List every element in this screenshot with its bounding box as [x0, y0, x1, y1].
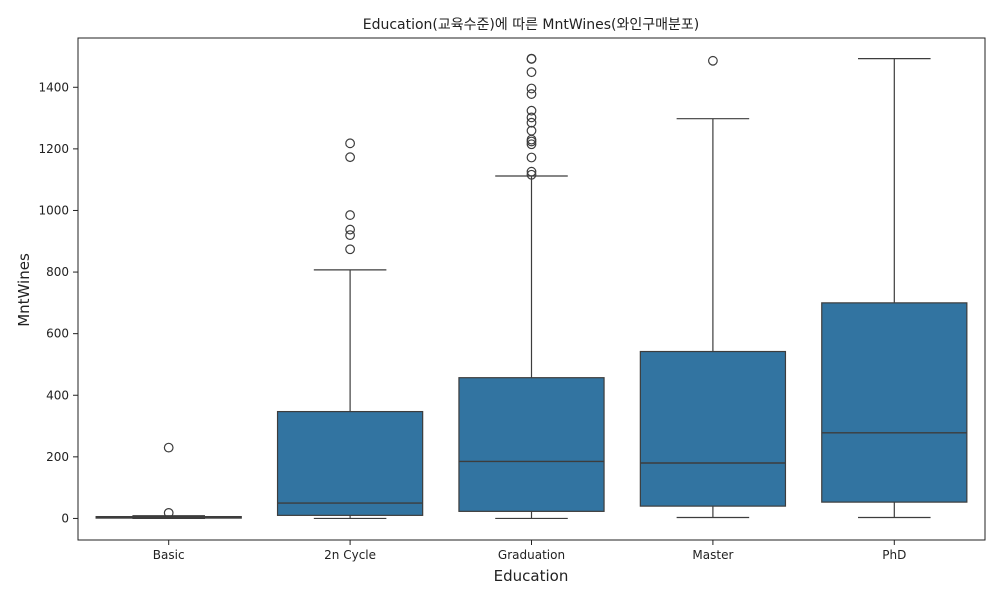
- x-axis-label: Education: [494, 567, 569, 585]
- plot-area: 0 200 400 600 800 1000 1200 1400 Basic 2n Cycle Gr…: [38, 37, 986, 562]
- outlier-point: [526, 125, 537, 136]
- box-iqr: [276, 410, 424, 516]
- outlier-point: [345, 224, 356, 235]
- chart-title: Education(교육수준)에 따른 MntWines(와인구매분포): [363, 17, 700, 33]
- box-iqr: [821, 302, 968, 503]
- outlier-point: [526, 54, 537, 64]
- x-tick-label: 2n Cycle: [324, 548, 376, 562]
- y-tick-label: 200: [46, 450, 69, 464]
- x-tick-label: PhD: [882, 548, 906, 562]
- outlier-point: [345, 210, 356, 220]
- outlier-point: [526, 67, 537, 78]
- y-tick-label: 1000: [38, 203, 69, 217]
- outlier-point: [163, 507, 174, 518]
- outlier-point: [345, 138, 356, 149]
- outlier-point: [526, 139, 537, 150]
- box-iqr: [458, 377, 605, 512]
- y-tick-label: 1200: [38, 142, 69, 156]
- y-axis-label: MntWines: [15, 253, 33, 327]
- outlier-point: [526, 166, 537, 177]
- x-tick-label: Graduation: [498, 548, 565, 562]
- x-tick-label: Basic: [153, 548, 185, 562]
- x-tick-label: Master: [692, 548, 733, 562]
- outlier-point: [345, 152, 356, 163]
- outlier-point: [526, 152, 537, 163]
- outlier-point: [526, 105, 537, 116]
- y-tick-label: 600: [46, 327, 69, 341]
- outlier-point: [526, 117, 537, 128]
- outlier-point: [708, 55, 718, 66]
- outlier-point: [163, 442, 174, 453]
- outlier-point: [345, 244, 356, 255]
- outlier-point: [345, 230, 356, 241]
- y-tick-label: 0: [61, 511, 69, 525]
- box-iqr: [639, 350, 787, 507]
- outlier-point: [526, 169, 537, 180]
- outlier-point: [526, 136, 537, 147]
- y-tick-label: 1400: [38, 80, 69, 94]
- outlier-point: [526, 83, 537, 94]
- y-tick-label: 800: [46, 265, 69, 279]
- y-tick-label: 400: [46, 388, 69, 402]
- outlier-point: [526, 89, 537, 99]
- outlier-point: [526, 112, 537, 123]
